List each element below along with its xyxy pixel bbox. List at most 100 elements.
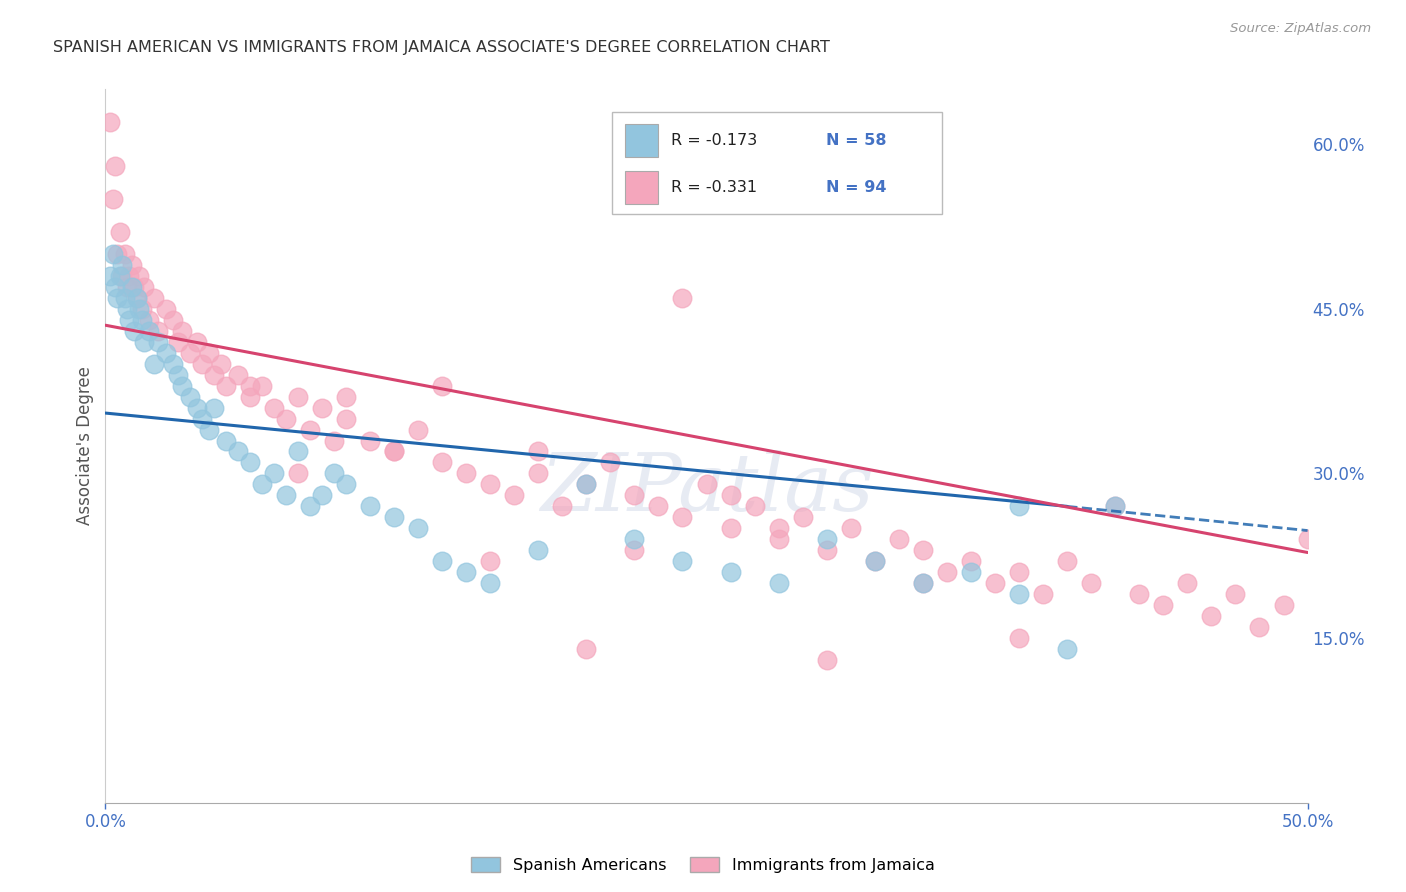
Point (768, 533, 790, 547)
Point (1008, 500, 1031, 514)
FancyBboxPatch shape (624, 171, 658, 204)
Text: ZIPatlas: ZIPatlas (540, 450, 873, 527)
Point (406, 521, 429, 535)
Point (322, 434, 344, 448)
Point (792, 510, 814, 524)
Point (148, 334, 170, 349)
Point (131, 312, 153, 326)
Point (1175, 576, 1198, 591)
Point (575, 477, 598, 491)
Point (104, 280, 127, 294)
Point (121, 280, 143, 294)
Point (298, 500, 321, 514)
Point (1104, 500, 1126, 514)
Point (382, 444, 405, 458)
Point (287, 390, 309, 404)
Point (186, 334, 208, 349)
Point (960, 566, 983, 580)
Point (382, 510, 405, 524)
Point (1225, 587, 1247, 601)
Point (1056, 554, 1078, 568)
Text: N = 58: N = 58 (827, 133, 887, 148)
Text: N = 94: N = 94 (827, 180, 887, 195)
Text: R = -0.173: R = -0.173 (671, 133, 758, 148)
Point (138, 324, 160, 338)
Point (575, 642, 598, 657)
Point (430, 554, 453, 568)
Point (198, 345, 221, 359)
Point (406, 423, 429, 437)
Point (138, 312, 160, 326)
Point (186, 401, 208, 415)
Point (190, 357, 212, 371)
Point (1008, 631, 1031, 645)
Point (111, 258, 134, 272)
Point (125, 291, 148, 305)
Point (744, 500, 766, 514)
Point (671, 554, 693, 568)
Point (863, 554, 886, 568)
Point (863, 554, 886, 568)
Point (311, 488, 333, 502)
Point (479, 576, 502, 591)
Text: SPANISH AMERICAN VS IMMIGRANTS FROM JAMAICA ASSOCIATE'S DEGREE CORRELATION CHART: SPANISH AMERICAN VS IMMIGRANTS FROM JAMA… (53, 40, 831, 55)
Point (226, 444, 249, 458)
Point (382, 444, 405, 458)
Point (101, 192, 124, 206)
Point (503, 488, 526, 502)
Point (125, 291, 148, 305)
Point (1056, 642, 1078, 657)
Point (274, 411, 297, 425)
Point (335, 411, 357, 425)
Point (214, 378, 236, 392)
Point (1008, 566, 1031, 580)
Point (202, 368, 225, 382)
Point (671, 291, 693, 305)
Point (768, 576, 790, 591)
Point (162, 312, 184, 326)
Point (98, 115, 121, 129)
Point (128, 301, 150, 316)
Point (226, 368, 249, 382)
Point (107, 291, 129, 305)
Point (887, 533, 910, 547)
Point (118, 312, 141, 326)
Point (118, 268, 141, 283)
Point (720, 521, 742, 535)
Point (335, 390, 357, 404)
Point (527, 543, 550, 558)
Point (121, 258, 143, 272)
Point (984, 576, 1007, 591)
Point (936, 566, 959, 580)
Point (454, 566, 477, 580)
Point (198, 423, 221, 437)
Point (430, 455, 453, 469)
Point (479, 554, 502, 568)
Point (815, 653, 838, 667)
Point (250, 378, 273, 392)
Point (527, 444, 550, 458)
Point (311, 401, 333, 415)
Point (430, 378, 453, 392)
Point (172, 324, 194, 338)
Point (250, 477, 273, 491)
Point (142, 291, 165, 305)
Point (911, 543, 934, 558)
Point (768, 521, 790, 535)
Point (202, 401, 225, 415)
Point (647, 500, 669, 514)
Point (263, 401, 285, 415)
Point (623, 543, 645, 558)
Point (214, 434, 236, 448)
Point (298, 423, 321, 437)
Point (101, 247, 124, 261)
Point (166, 334, 188, 349)
Point (142, 357, 165, 371)
Point (239, 455, 262, 469)
Point (720, 488, 742, 502)
Point (287, 444, 309, 458)
Point (1249, 620, 1271, 634)
Point (1128, 587, 1150, 601)
Point (575, 477, 598, 491)
Point (551, 500, 574, 514)
